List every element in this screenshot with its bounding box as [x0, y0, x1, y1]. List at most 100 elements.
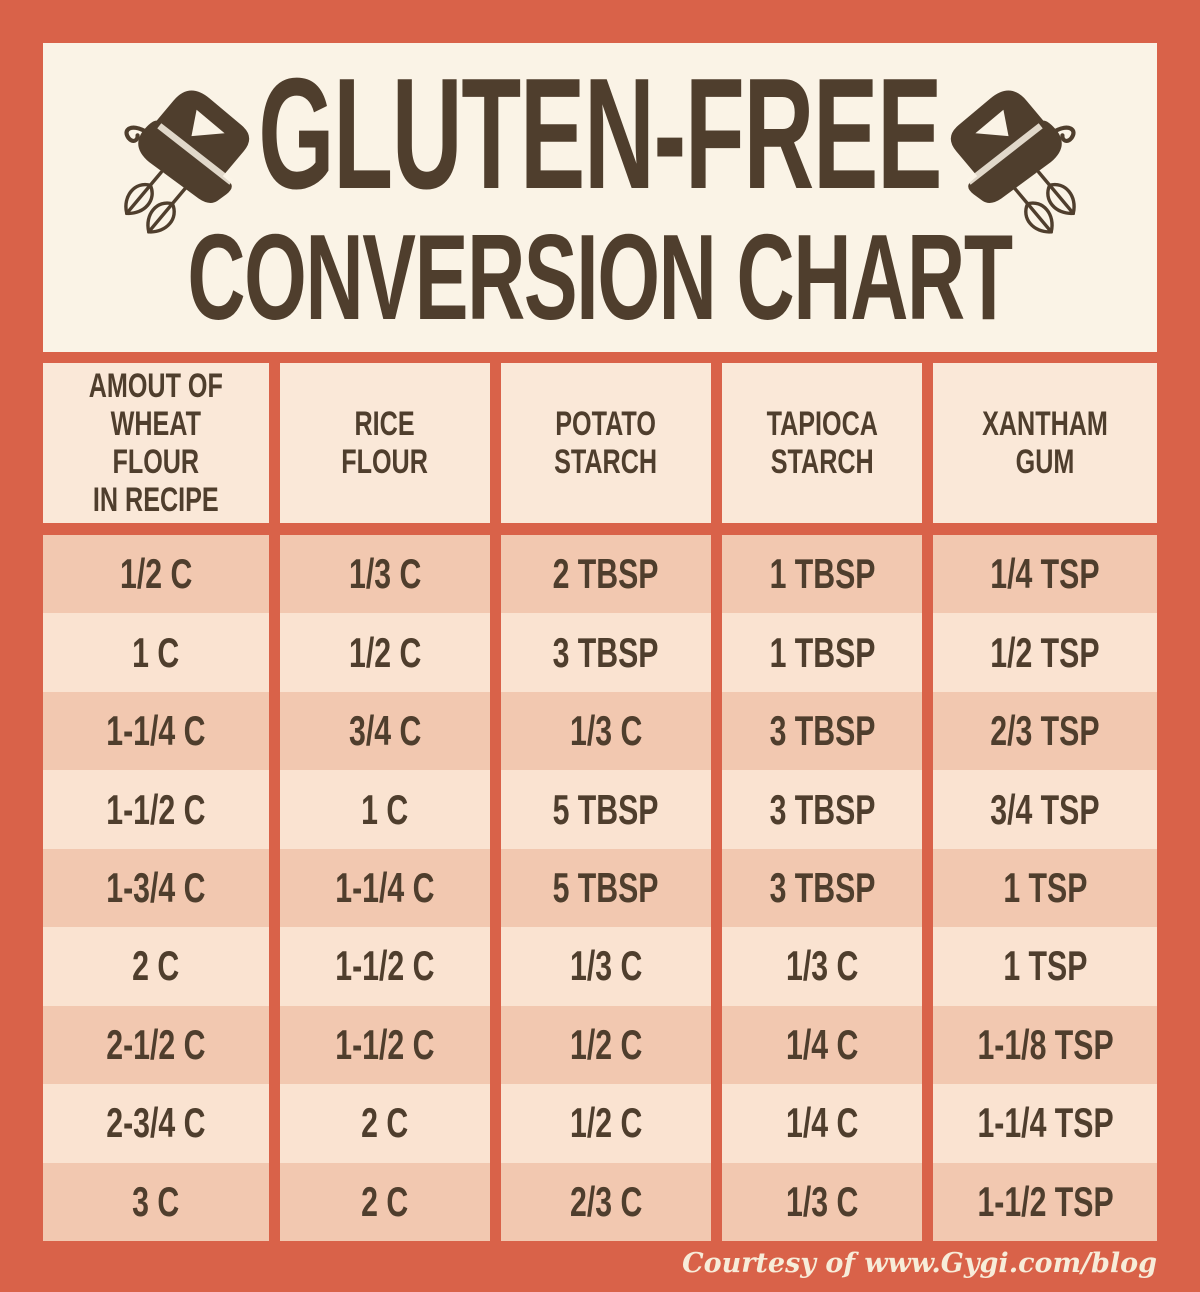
cell-value: 1/2 TSP — [990, 628, 1100, 676]
cell-value: 1 TBSP — [769, 628, 876, 676]
table-cell: 3/4 C — [279, 691, 491, 771]
table-cell: 2-3/4 C — [43, 1084, 269, 1163]
cell-value: 1/3 C — [785, 942, 859, 990]
table-column: 1/3 C 1/2 C 3/4 C 1 C 1-1/4 C 1-1/2 C 1-1/2 C 2… — [279, 535, 491, 1241]
table-cell: 1/2 C — [43, 535, 269, 614]
table-cell: 1/3 C — [721, 1162, 923, 1241]
cell-value: 1-1/4 C — [106, 707, 206, 755]
table-cell: 1-1/2 C — [279, 1005, 491, 1085]
table-cell: 1/4 C — [721, 1005, 923, 1085]
cell-value: 1 TSP — [1003, 863, 1088, 911]
cell-value: 1 C — [132, 628, 180, 676]
table-cell: 1-1/4 TSP — [933, 1084, 1157, 1163]
table-cell: 1 C — [43, 613, 269, 692]
cell-value: 1-1/2 C — [335, 1020, 435, 1068]
column-header-cell: RICE FLOUR — [279, 363, 491, 523]
cell-value: 2-1/2 C — [106, 1020, 206, 1068]
column-header-label: AMOUT OF WHEAT FLOUR IN RECIPE — [88, 366, 223, 520]
cell-value: 1/3 C — [348, 550, 422, 598]
cell-value: 1/4 C — [785, 1020, 859, 1068]
table-cell: 1-3/4 C — [43, 848, 269, 928]
footer: Courtesy of www.Gygi.com/blog — [43, 1248, 1157, 1279]
column-header-label: XANTHAM GUM — [982, 404, 1109, 481]
footer-credit: Courtesy of www.Gygi.com/blog — [682, 1248, 1157, 1279]
table-cell: 1 TSP — [933, 848, 1157, 928]
table-cell: 1-1/4 C — [279, 848, 491, 928]
cell-value: 3 C — [132, 1177, 180, 1225]
table-cell: 2-1/2 C — [43, 1005, 269, 1085]
cell-value: 2 C — [361, 1099, 409, 1147]
table-cell: 1/3 C — [721, 927, 923, 1006]
cell-value: 5 TBSP — [553, 785, 659, 833]
cell-value: 3/4 C — [348, 707, 422, 755]
table-column: 1 TBSP 1 TBSP 3 TBSP 3 TBSP 3 TBSP 1/3 C 1/4 C… — [721, 535, 923, 1241]
poster-title-line1-text: GLUTEN-FREE — [258, 45, 943, 222]
table-cell: 1-1/2 C — [43, 770, 269, 849]
table-cell: 1-1/8 TSP — [933, 1005, 1157, 1085]
column-header-label: RICE FLOUR — [341, 404, 429, 481]
column-header-cell: XANTHAM GUM — [933, 363, 1157, 523]
cell-value: 1/3 C — [569, 707, 643, 755]
cell-value: 1/4 C — [785, 1099, 859, 1147]
cell-value: 2/3 TSP — [990, 707, 1100, 755]
table-cell: 3 TBSP — [501, 613, 711, 692]
conversion-table: AMOUT OF WHEAT FLOUR IN RECIPE RICE FLOUR… — [43, 363, 1157, 1241]
hand-mixer-icon — [105, 89, 263, 259]
table-cell: 1/2 C — [501, 1005, 711, 1085]
table-cell: 3 TBSP — [721, 848, 923, 928]
table-cell: 5 TBSP — [501, 848, 711, 928]
table-cell: 1-1/2 C — [279, 927, 491, 1006]
table-cell: 1/3 C — [501, 691, 711, 771]
cell-value: 3 TBSP — [769, 863, 876, 911]
cell-value: 1/2 C — [119, 550, 192, 598]
cell-value: 3 TBSP — [769, 707, 876, 755]
cell-value: 1 C — [361, 785, 409, 833]
table-header-row: AMOUT OF WHEAT FLOUR IN RECIPE RICE FLOUR… — [43, 363, 1157, 523]
table-cell: 2/3 C — [501, 1162, 711, 1241]
cell-value: 1/3 C — [785, 1177, 859, 1225]
table-cell: 1 TBSP — [721, 613, 923, 692]
cell-value: 1/4 TSP — [990, 550, 1100, 598]
cell-value: 1-1/4 TSP — [977, 1099, 1114, 1147]
table-cell: 1-1/2 TSP — [933, 1162, 1157, 1241]
cell-value: 5 TBSP — [553, 863, 659, 911]
cell-value: 2 C — [132, 942, 180, 990]
column-header-label: TAPIOCA STARCH — [766, 404, 878, 481]
table-column: 1/2 C 1 C 1-1/4 C 1-1/2 C 1-3/4 C 2 C 2-1/2 C 2… — [43, 535, 269, 1241]
cell-value: 3/4 TSP — [990, 785, 1100, 833]
table-cell: 2 C — [279, 1162, 491, 1241]
poster-title-line2: CONVERSION CHART — [0, 216, 1200, 338]
table-cell: 3 TBSP — [721, 770, 923, 849]
cell-value: 1-3/4 C — [106, 863, 206, 911]
cell-value: 2 TBSP — [553, 550, 659, 598]
cell-value: 1-1/4 C — [335, 863, 435, 911]
cell-value: 1 TSP — [1003, 942, 1088, 990]
cell-value: 1/2 C — [348, 628, 422, 676]
table-cell: 1/2 TSP — [933, 613, 1157, 692]
table-cell: 1/2 C — [279, 613, 491, 692]
table-cell: 1 TBSP — [721, 535, 923, 614]
table-cell: 3 C — [43, 1162, 269, 1241]
table-cell: 1 C — [279, 770, 491, 849]
table-cell: 2 C — [279, 1084, 491, 1163]
table-cell: 1 TSP — [933, 927, 1157, 1006]
cell-value: 1/2 C — [569, 1020, 643, 1068]
table-cell: 2 TBSP — [501, 535, 711, 614]
cell-value: 1-1/8 TSP — [977, 1020, 1114, 1068]
table-cell: 2 C — [43, 927, 269, 1006]
table-cell: 1/4 TSP — [933, 535, 1157, 614]
cell-value: 1-1/2 C — [106, 785, 206, 833]
title-card: GLUTEN-FREE CONVERSION CHART — [43, 43, 1157, 352]
table-cell: 1/3 C — [501, 927, 711, 1006]
cell-value: 1-1/2 C — [335, 942, 435, 990]
table-cell: 1/4 C — [721, 1084, 923, 1163]
hand-mixer-icon — [937, 89, 1095, 259]
cell-value: 2/3 C — [569, 1177, 643, 1225]
table-cell: 5 TBSP — [501, 770, 711, 849]
table-cell: 3/4 TSP — [933, 770, 1157, 849]
cell-value: 1/3 C — [569, 942, 643, 990]
table-cell: 1/3 C — [279, 535, 491, 614]
cell-value: 3 TBSP — [553, 628, 659, 676]
table-column: 2 TBSP 3 TBSP 1/3 C 5 TBSP 5 TBSP 1/3 C 1/2 C 1… — [501, 535, 711, 1241]
